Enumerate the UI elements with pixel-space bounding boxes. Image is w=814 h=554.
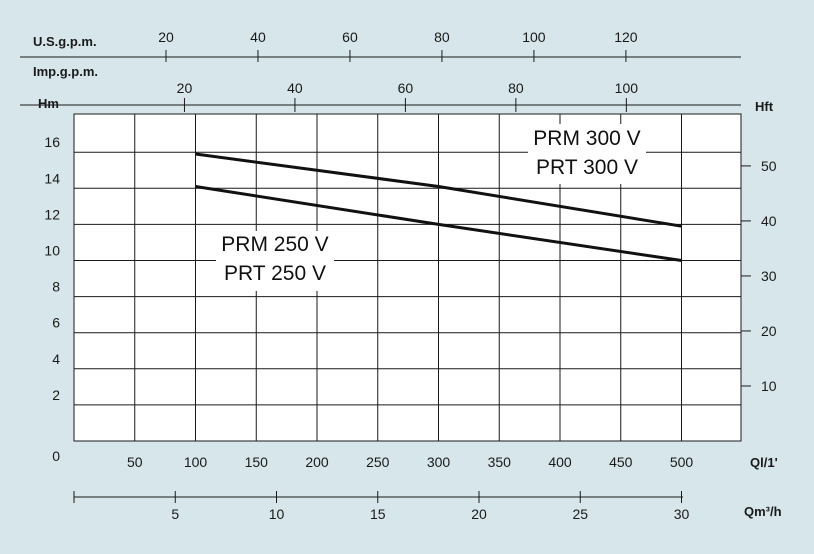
impgpm-tick-label: 80	[508, 80, 524, 96]
ql-tick-label: 250	[366, 454, 390, 470]
hft-unit-label: Hft	[755, 99, 774, 114]
qm3-tick-label: 10	[269, 506, 285, 522]
ql-tick-label: 350	[488, 454, 512, 470]
hft-tick-label: 20	[761, 323, 777, 339]
hm-tick-label: 8	[52, 279, 60, 295]
series-label-prt-250: PRT 250 V	[224, 262, 326, 285]
hm-tick-label: 4	[52, 351, 60, 367]
usgpm-tick-label: 100	[522, 29, 546, 45]
hm-tick-label: 12	[44, 206, 60, 222]
impgpm-tick-label: 20	[177, 80, 193, 96]
series-label-box	[216, 231, 334, 291]
impgpm-unit-label: Imp.g.p.m.	[33, 64, 98, 79]
hm-tick-label: 10	[44, 243, 60, 259]
hft-tick-label: 50	[761, 158, 777, 174]
ql-tick-label: 100	[184, 454, 208, 470]
ql-tick-label: 200	[305, 454, 329, 470]
usgpm-tick-label: 120	[614, 29, 638, 45]
impgpm-tick-label: 100	[615, 80, 639, 96]
impgpm-tick-label: 40	[287, 80, 303, 96]
qm3-tick-label: 20	[471, 506, 487, 522]
ql-tick-label: 50	[127, 454, 143, 470]
performance-curve	[195, 185, 682, 262]
hm-tick-label: 6	[52, 315, 60, 331]
qm3-tick-label: 15	[370, 506, 386, 522]
qm3-tick-label: 5	[171, 506, 179, 522]
ql-tick-label: 450	[609, 454, 633, 470]
ql-unit-label: Ql/1'	[750, 455, 778, 470]
series-label-prm-300: PRM 300 V	[533, 127, 640, 150]
qm3-tick-label: 25	[572, 506, 588, 522]
impgpm-tick-label: 60	[398, 80, 414, 96]
ql-tick-label: 300	[427, 454, 451, 470]
series-label-prt-300: PRT 300 V	[536, 156, 638, 179]
hm-unit-label: Hm	[38, 96, 59, 111]
usgpm-tick-label: 40	[250, 29, 266, 45]
ql-tick-label: 400	[548, 454, 572, 470]
hm-tick-label: 2	[52, 387, 60, 403]
usgpm-unit-label: U.S.g.p.m.	[33, 34, 97, 49]
performance-curve	[195, 152, 682, 228]
usgpm-tick-label: 20	[158, 29, 174, 45]
series-label-box	[528, 124, 646, 184]
hft-tick-label: 10	[761, 378, 777, 394]
qm3-tick-label: 30	[674, 506, 690, 522]
hm-tick-label: 14	[44, 170, 60, 186]
ql-tick-label: 150	[245, 454, 269, 470]
hft-tick-label: 30	[761, 268, 777, 284]
series-label-prm-250: PRM 250 V	[221, 233, 328, 256]
hm-tick-label: 16	[44, 134, 60, 150]
hm-tick-label: 0	[52, 448, 60, 464]
usgpm-tick-label: 60	[342, 29, 358, 45]
qm3-unit-label: Qm³/h	[744, 504, 782, 519]
usgpm-tick-label: 80	[434, 29, 450, 45]
ql-tick-label: 500	[670, 454, 694, 470]
hft-tick-label: 40	[761, 213, 777, 229]
